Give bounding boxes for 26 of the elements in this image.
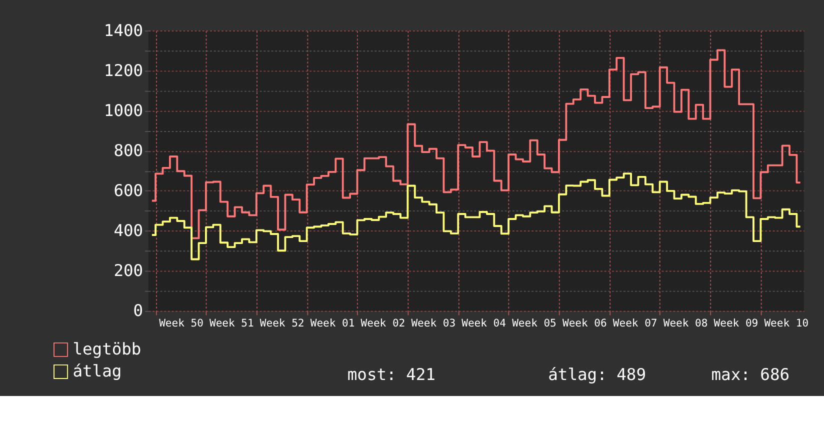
y-tick-label: 400: [114, 221, 144, 240]
text: max: 686: [711, 364, 790, 384]
x-tick-label: Week 07: [612, 318, 658, 330]
x-tick-label: Week 51: [210, 318, 254, 330]
y-tick-label: 600: [114, 181, 144, 200]
x-tick-label: Week 52: [260, 318, 304, 330]
x-tick-label: Week 04: [462, 318, 506, 330]
y-tick-label: 800: [114, 140, 144, 160]
x-tick-label: Week 09: [714, 318, 758, 330]
legend-label: átlag: [72, 361, 122, 380]
text: most: 421: [347, 364, 436, 384]
y-tick-label: 1200: [104, 60, 144, 80]
x-tick-label: Week 08: [663, 318, 708, 330]
x-tick-label: Week 50: [159, 318, 204, 330]
x-tick-label: Week 02: [360, 318, 406, 330]
y-tick-label: 200: [114, 261, 144, 280]
y-tick-label: 0: [133, 301, 144, 320]
x-tick-label: Week 10: [764, 318, 809, 330]
x-tick-label: Week 03: [411, 318, 456, 330]
legend-label: legtöbb: [72, 339, 142, 358]
x-tick-label: Week 01: [310, 318, 355, 330]
x-tick-label: Week 06: [562, 318, 607, 330]
y-tick-label: 1000: [104, 100, 144, 120]
y-tick-label: 1400: [104, 20, 144, 40]
x-tick-label: Week 05: [512, 318, 556, 330]
text: átlag: 489: [548, 364, 646, 384]
